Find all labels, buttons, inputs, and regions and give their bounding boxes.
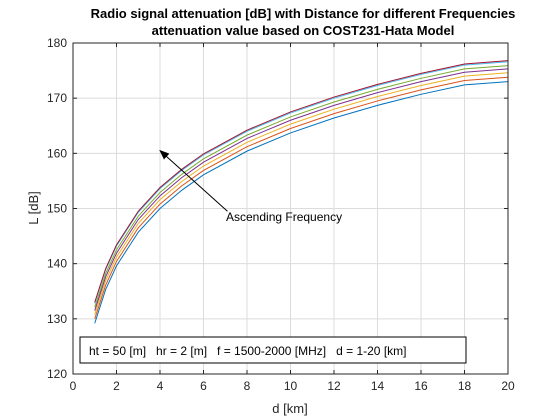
y-tick-label: 180 (47, 36, 67, 50)
series-layer (94, 60, 509, 324)
series-line-3 (94, 72, 509, 315)
y-tick-label: 160 (47, 146, 67, 160)
chart-title-line2: attenuation value based on COST231-Hata … (152, 23, 455, 38)
y-tick-label: 170 (47, 91, 67, 105)
x-axis-label: d [km] (272, 401, 307, 416)
x-tick-label: 16 (414, 379, 428, 393)
series-line-1 (94, 81, 509, 324)
y-tick-label: 130 (47, 312, 67, 326)
series-line-4 (94, 68, 509, 311)
x-tick-label: 4 (157, 379, 164, 393)
info-box-text: ht = 50 [m] hr = 2 [m] f = 1500-2000 [MH… (89, 344, 406, 358)
x-tick-label: 20 (501, 379, 515, 393)
x-tick-label: 2 (113, 379, 120, 393)
x-tick-label: 10 (284, 379, 298, 393)
grid (72, 42, 509, 375)
annotation-arrow (159, 149, 228, 212)
series-line-7 (94, 60, 509, 303)
x-tick-label: 12 (327, 379, 341, 393)
x-tick-label: 8 (244, 379, 251, 393)
x-tick-label: 6 (200, 379, 207, 393)
x-tick-label: 14 (371, 379, 385, 393)
info-box (79, 336, 467, 364)
y-axis-label: L [dB] (26, 191, 41, 224)
x-tick-label: 18 (458, 379, 472, 393)
y-tick-label: 140 (47, 257, 67, 271)
series-line-6 (94, 61, 509, 304)
y-tick-label: 120 (47, 367, 67, 381)
tick-layer: 0 2 4 6 8 10 12 14 16 18 20 120 130 140 150 160 170 180 (47, 36, 515, 393)
x-tick-label: 0 (70, 379, 77, 393)
chart-title-line1: Radio signal attenuation [dB] with Dista… (91, 6, 516, 21)
series-line-5 (94, 65, 509, 308)
y-tick-label: 150 (47, 202, 67, 216)
series-line-2 (94, 76, 509, 319)
annotation-text: Ascending Frequency (226, 210, 342, 224)
